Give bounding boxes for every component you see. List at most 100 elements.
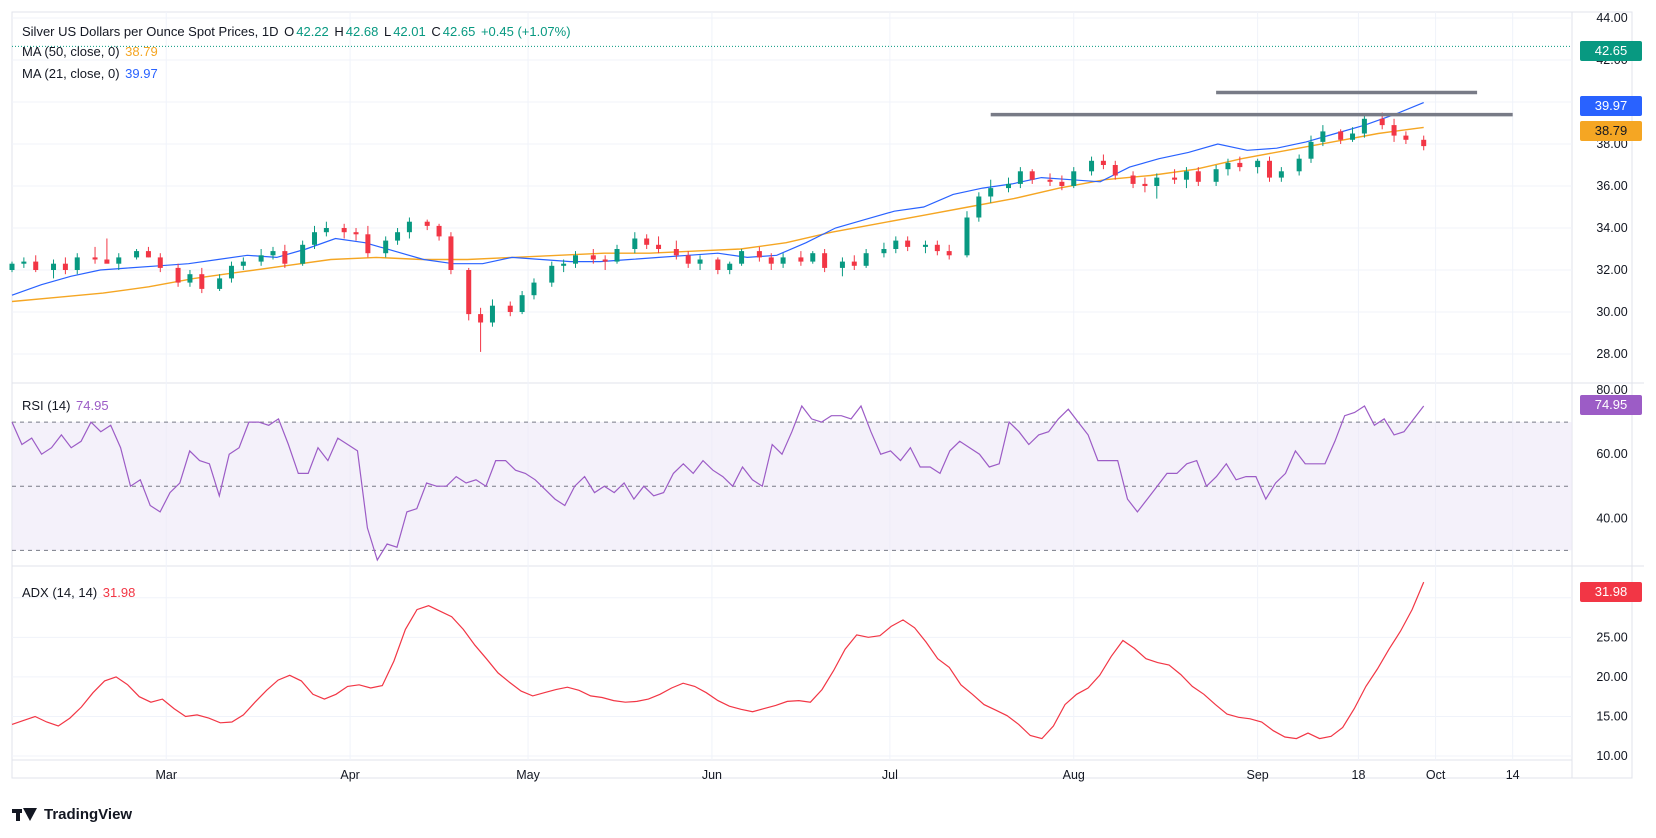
ma21-value: 39.97 [125,66,158,81]
candle-body [104,259,110,264]
candle-body [1089,160,1095,172]
candle-body [175,267,181,283]
candle-body [353,232,359,235]
candle-body [406,221,412,233]
candle-body [1183,171,1189,180]
adx-value: 31.98 [102,585,136,600]
candle-body [424,221,430,226]
high-label: H [334,24,344,39]
adx-line [11,581,1425,740]
candle-body [602,259,608,262]
candle-body [134,251,140,258]
close-label: C [431,24,441,39]
candle-body [1237,162,1243,168]
candle-body [478,314,484,323]
high-value: 42.68 [345,24,379,39]
candle-body [383,240,389,254]
x-tick-label: Mar [155,768,177,782]
rsi-tick-label: 40.00 [1596,511,1627,525]
adx-tick-label: 20.00 [1596,670,1627,684]
candle-body [21,261,27,264]
adx-legend[interactable]: ADX (14, 14) 31.98 [22,585,137,600]
candle-body [1255,160,1261,168]
candle-body [282,251,288,264]
candle-body [199,274,205,289]
ma50-label: MA (50, close, 0) [22,44,120,59]
candle-body [839,261,845,268]
candle-body [395,232,401,241]
candle-body [1071,171,1077,186]
price-pane[interactable] [9,45,1573,352]
candle-body [697,259,703,264]
candle-body [1130,175,1136,184]
candle-body [9,263,15,270]
adx-pane[interactable] [11,581,1425,740]
price-badge: 42.65 [1580,41,1642,61]
rsi-label: RSI (14) [22,398,71,413]
x-tick-label: Aug [1063,768,1085,782]
candle-body [1403,135,1409,140]
candle-body [946,251,952,256]
candle-body [863,253,869,266]
candle-body [1379,118,1385,126]
candle-body [270,251,276,256]
candle-body [1350,133,1356,140]
candle-body [365,234,371,254]
candle-body [739,251,745,264]
candle-body [934,244,940,252]
price-tick-label: 30.00 [1596,305,1627,319]
tradingview-icon [12,807,40,822]
rsi-line [11,404,1425,562]
candle-body [1421,139,1427,147]
ma50-badge: 38.79 [1580,121,1642,141]
tradingview-logo[interactable]: TradingView [12,806,132,823]
candle-body [187,274,193,283]
candle-body [228,265,234,279]
x-tick-label: Sep [1247,768,1269,782]
candle-body [727,263,733,270]
candle-body [1142,183,1148,186]
close-value: 42.65 [442,24,476,39]
ma21-line [11,102,1424,296]
candle-body [715,259,721,270]
candle-body [1017,171,1023,184]
candle-body [341,228,347,233]
open-value: 42.22 [296,24,329,39]
candle-body [466,270,472,315]
candle-body [519,295,525,312]
candle-body [1059,181,1065,186]
candle-body [1006,183,1012,189]
adx-badge: 31.98 [1580,582,1642,602]
x-tick-label: Oct [1426,768,1446,782]
rsi-legend[interactable]: RSI (14) 74.95 [22,398,111,413]
candle-body [988,188,994,197]
ma50-legend[interactable]: MA (50, close, 0) 38.79 [22,44,160,59]
candle-body [1213,169,1219,182]
x-tick-label: Jun [702,768,722,782]
candle-body [116,257,122,264]
candle-body [507,305,513,312]
price-tick-label: 34.00 [1596,221,1627,235]
candle-body [300,244,306,264]
adx-label: ADX (14, 14) [22,585,98,600]
change-value: +0.45 (+1.07%) [480,24,571,39]
candle-body [768,257,774,264]
candle-body [436,225,442,237]
candle-body [549,265,555,283]
ma50-value: 38.79 [125,44,158,59]
candle-body [976,196,982,218]
chart-frame [11,11,1633,779]
rsi-value: 74.95 [76,398,109,413]
x-tick-label: Jul [882,768,898,782]
candle-body [1047,179,1053,182]
candle-body [1266,160,1272,178]
ma21-legend[interactable]: MA (21, close, 0) 39.97 [22,66,160,81]
candle-body [51,263,57,270]
candle-body [644,238,650,245]
candle-body [312,232,318,245]
rsi-pane[interactable] [11,404,1572,562]
price-tick-label: 36.00 [1596,179,1627,193]
candle-body [258,255,264,262]
ma50-line [11,126,1424,303]
